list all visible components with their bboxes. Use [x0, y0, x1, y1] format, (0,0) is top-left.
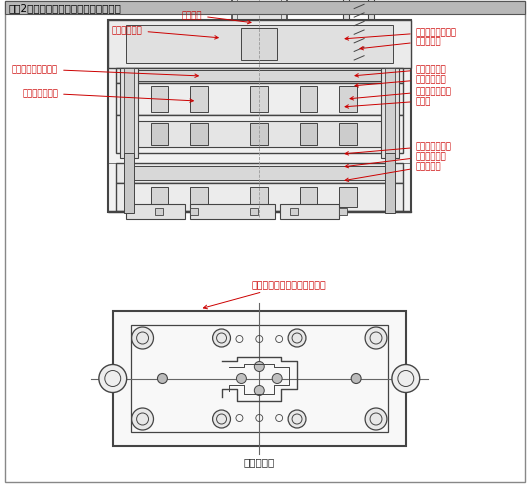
Circle shape — [365, 327, 387, 349]
Bar — [250, 87, 268, 113]
Bar — [108, 21, 411, 212]
Circle shape — [212, 410, 230, 428]
Bar — [339, 209, 347, 215]
Bar — [299, 188, 317, 208]
Text: シャンク: シャンク — [182, 12, 251, 25]
Bar — [280, 205, 339, 220]
Bar — [385, 69, 395, 159]
Bar — [250, 124, 268, 146]
Bar — [125, 205, 186, 220]
Bar — [299, 87, 317, 113]
Bar — [124, 69, 134, 159]
Bar — [339, 188, 357, 208]
Bar — [232, 0, 287, 21]
Circle shape — [158, 374, 168, 384]
Bar — [290, 209, 298, 215]
Bar — [116, 116, 403, 154]
Bar — [116, 84, 403, 116]
Bar — [190, 87, 208, 113]
Bar — [299, 124, 317, 146]
Circle shape — [288, 329, 306, 348]
Text: ガイドポスト: ガイドポスト — [355, 76, 446, 88]
Bar — [5, 2, 525, 15]
Bar — [130, 71, 389, 82]
Bar — [250, 188, 268, 208]
Bar — [151, 87, 169, 113]
Circle shape — [288, 410, 306, 428]
Text: ガイドプレート: ガイドプレート — [345, 142, 452, 156]
Bar — [385, 154, 395, 213]
Circle shape — [255, 386, 264, 396]
Text: パンチ: パンチ — [345, 97, 431, 109]
Text: ガイドブシュ: ガイドブシュ — [355, 65, 446, 78]
Circle shape — [255, 362, 264, 372]
Bar — [190, 209, 198, 215]
Text: ストリッパボルト: ストリッパボルト — [345, 29, 457, 41]
Circle shape — [99, 365, 126, 393]
Text: ダウエルピン（ノックピン）: ダウエルピン（ノックピン） — [203, 280, 326, 309]
Bar — [151, 124, 169, 146]
Bar — [120, 69, 138, 159]
Bar — [155, 209, 163, 215]
Bar — [116, 183, 403, 212]
Circle shape — [237, 374, 247, 384]
Bar — [133, 166, 386, 181]
Text: スプリング: スプリング — [360, 37, 442, 51]
Text: パンチホルダ: パンチホルダ — [112, 27, 218, 40]
Circle shape — [365, 408, 387, 430]
Bar — [381, 69, 399, 159]
Text: ダイホルダ: ダイホルダ — [345, 162, 442, 182]
Text: バッキングプレート: バッキングプレート — [12, 65, 198, 78]
Circle shape — [132, 408, 153, 430]
Text: 可動ストリッパ: 可動ストリッパ — [350, 87, 452, 101]
Bar — [124, 154, 134, 213]
Bar — [339, 124, 357, 146]
Circle shape — [212, 329, 230, 348]
Text: パンチプレート: パンチプレート — [22, 90, 193, 103]
Bar — [108, 21, 411, 69]
Bar — [131, 325, 388, 432]
Bar — [125, 26, 393, 64]
Circle shape — [392, 365, 419, 393]
Bar — [151, 188, 169, 208]
Bar — [241, 29, 277, 61]
Bar — [113, 311, 406, 446]
Bar — [250, 209, 258, 215]
Bar — [190, 188, 208, 208]
Circle shape — [272, 374, 282, 384]
Text: ダイプレート: ダイプレート — [345, 152, 446, 168]
Bar — [190, 205, 275, 220]
Bar — [343, 0, 349, 23]
Text: 【図2】可動ストリッパ構造の穴抜き型: 【図2】可動ストリッパ構造の穴抜き型 — [8, 3, 121, 14]
Bar — [116, 164, 403, 183]
Bar — [133, 122, 386, 148]
Circle shape — [351, 374, 361, 384]
Bar — [190, 124, 208, 146]
Bar — [339, 87, 357, 113]
Circle shape — [132, 327, 153, 349]
Bar — [368, 0, 374, 23]
Bar — [116, 69, 403, 84]
Text: 下型平面図: 下型平面図 — [243, 456, 275, 466]
